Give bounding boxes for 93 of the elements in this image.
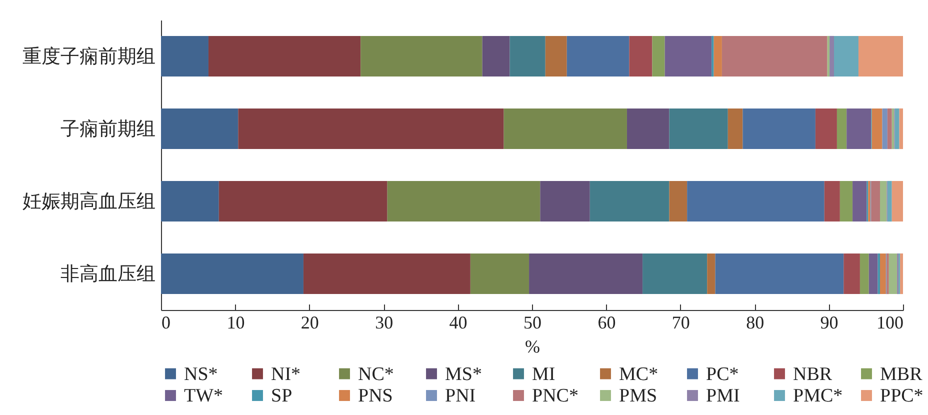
bar (852, 180, 867, 222)
x-tick-label: 100 (876, 312, 904, 332)
y-tick-label: 重度子痫前期组 (22, 45, 156, 68)
bar (834, 36, 858, 77)
bar (827, 36, 830, 77)
bar (858, 36, 903, 77)
bar (161, 36, 208, 77)
y-tick-label: 子痫前期组 (60, 118, 156, 140)
x-tick-label: 80 (746, 312, 764, 332)
bar (872, 108, 882, 150)
x-tick-label: 70 (672, 312, 690, 332)
bar (715, 253, 844, 294)
bar (900, 253, 903, 294)
bar (590, 180, 670, 222)
bar (836, 108, 847, 150)
bar (882, 108, 888, 150)
bar (687, 180, 824, 222)
legend-label: NC* (358, 364, 394, 385)
bar (545, 36, 567, 77)
bar (540, 180, 590, 222)
legend-label: PNS (358, 386, 393, 406)
legend-label: PC* (706, 364, 739, 385)
bar (669, 180, 688, 222)
y-tick-label: 妊娠期高血压组 (22, 190, 156, 212)
bar (714, 36, 722, 77)
bar (892, 180, 903, 222)
y-tick-label: 非高血压组 (60, 262, 156, 285)
bar (238, 108, 504, 150)
bar (387, 180, 540, 222)
bar (566, 36, 630, 77)
bar (208, 36, 361, 77)
bar (899, 108, 903, 150)
bar (722, 36, 828, 77)
bar (892, 108, 894, 150)
x-tick-label: 90 (820, 312, 838, 332)
legend-label: MC* (619, 364, 658, 385)
bar (470, 253, 530, 294)
bar (880, 253, 886, 294)
legend-label: PMI (706, 386, 740, 406)
bar (742, 108, 816, 150)
legend-label: NI* (271, 364, 301, 385)
legend-label: SP (271, 386, 292, 406)
legend-label: TW* (184, 386, 224, 406)
bar (529, 253, 643, 294)
bar (887, 108, 892, 150)
legend-label: PNI (445, 386, 476, 406)
legend-label: NS* (184, 364, 218, 385)
bar (728, 108, 743, 150)
bar (846, 108, 872, 150)
x-tick-label: 50 (524, 312, 542, 332)
x-tick-label: 30 (375, 312, 394, 332)
bar (860, 253, 869, 294)
bar (840, 180, 853, 222)
bar (161, 253, 304, 294)
legend-label: MS* (445, 364, 482, 385)
bar (161, 108, 238, 150)
bar (161, 180, 219, 222)
legend-label: MBR (880, 364, 923, 385)
bar (844, 253, 860, 294)
bar (868, 253, 878, 294)
bar (504, 108, 627, 150)
bar (815, 108, 837, 150)
bar (482, 36, 510, 77)
x-axis-title: % (525, 336, 540, 356)
legend-label: NBR (793, 364, 832, 385)
bar (669, 108, 728, 150)
legend-label: PPC* (880, 386, 924, 406)
bar (218, 180, 388, 222)
x-tick-label: 60 (598, 312, 616, 332)
x-tick-label: 40 (449, 312, 468, 332)
bar (894, 108, 900, 150)
bar (707, 253, 716, 294)
bar (360, 36, 482, 77)
bar (824, 180, 840, 222)
x-tick-label: 20 (300, 312, 319, 332)
bar (629, 36, 652, 77)
legend-label: MI (532, 364, 556, 385)
bar (880, 180, 887, 222)
legend-label: PMC* (793, 386, 843, 406)
bar (871, 180, 880, 222)
bar (510, 36, 546, 77)
bar (303, 253, 470, 294)
x-tick-label: 10 (226, 312, 245, 332)
bar (642, 253, 708, 294)
bar (664, 36, 712, 77)
bar (652, 36, 665, 77)
bar (888, 253, 898, 294)
bar (830, 36, 834, 77)
legend-label: PNC* (532, 386, 578, 406)
legend-label: PMS (619, 386, 658, 406)
x-tick-label: 0 (162, 312, 170, 332)
bar (626, 108, 670, 150)
bar (887, 180, 892, 222)
